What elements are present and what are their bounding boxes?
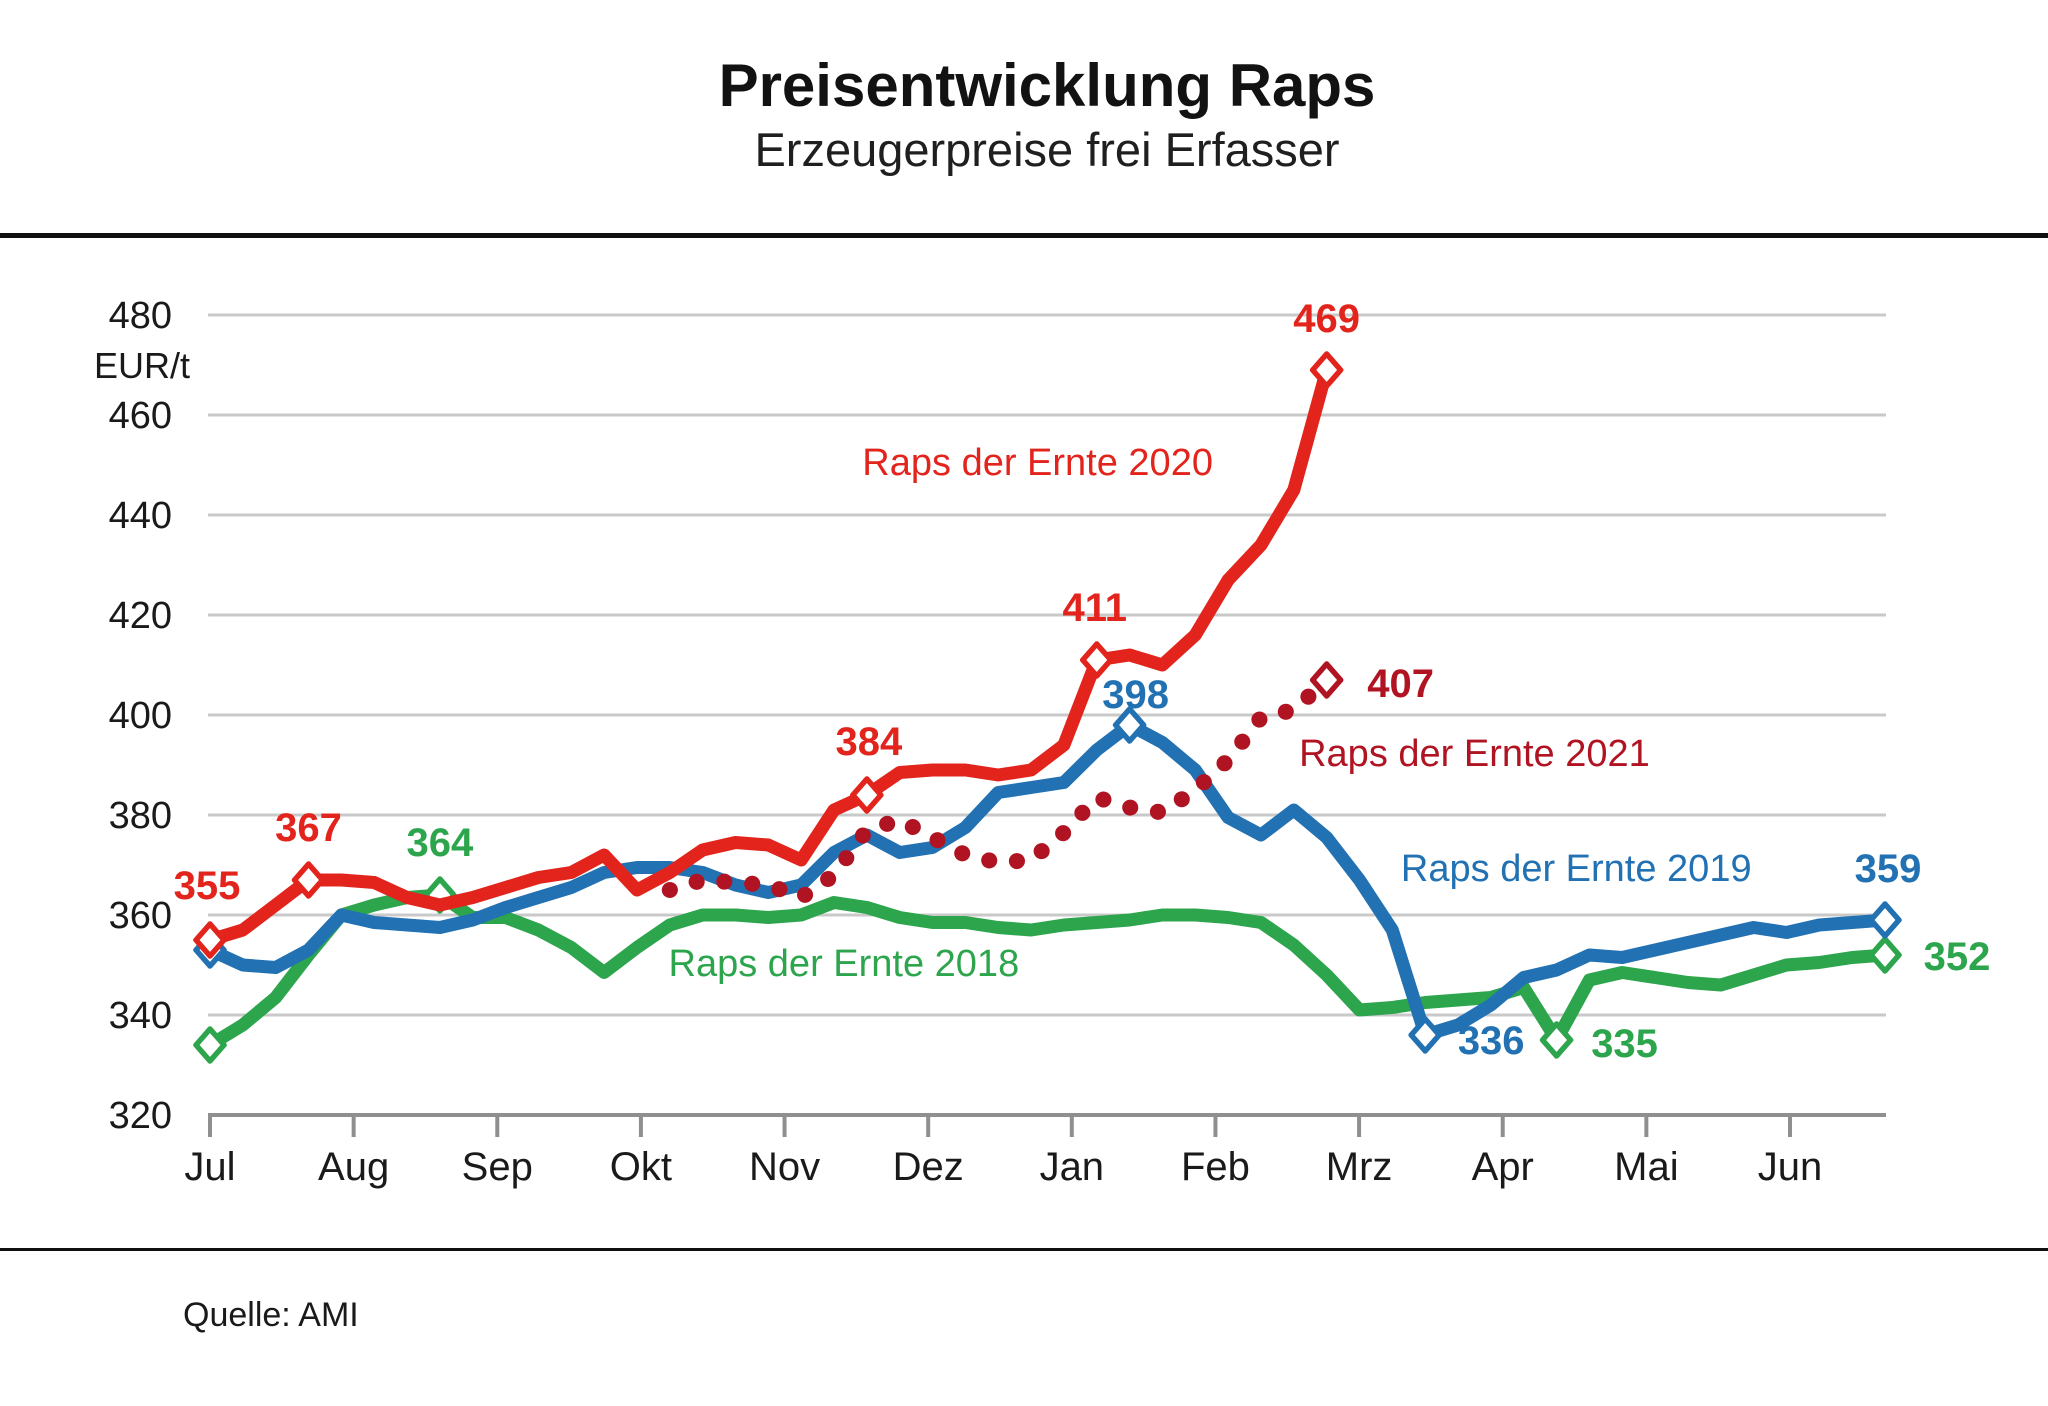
- series-label-ernte2021: Raps der Ernte 2021: [1299, 733, 1650, 775]
- value-label: 398: [1102, 673, 1169, 717]
- month-label: Jun: [1758, 1145, 1823, 1189]
- series-lines: [193, 351, 1902, 1064]
- value-label: 352: [1924, 935, 1991, 979]
- value-label: 355: [174, 864, 241, 908]
- y-tick-label: 400: [109, 695, 172, 737]
- month-label: Dez: [893, 1145, 964, 1189]
- series-marker-ernte2020: [1309, 351, 1344, 389]
- y-tick-label: 420: [109, 595, 172, 637]
- gridlines: [208, 313, 1886, 1017]
- series-marker-ernte2019: [1112, 706, 1147, 744]
- series-marker-ernte2020: [193, 921, 227, 959]
- y-axis-labels: 320 340 360 380 400 420 440 460 480 EUR/t: [94, 295, 190, 1137]
- series-marker-ernte2020: [1080, 641, 1114, 679]
- series-marker-ernte2018: [1539, 1021, 1574, 1059]
- series-line-ernte2020: [203, 363, 1334, 947]
- series-marker-ernte2021: [1309, 661, 1344, 699]
- series-label-ernte2019: Raps der Ernte 2019: [1401, 848, 1752, 890]
- value-label: 407: [1367, 662, 1434, 706]
- value-label: 335: [1591, 1022, 1658, 1066]
- series-line-ernte2019: [203, 718, 1892, 1042]
- month-label: Apr: [1472, 1145, 1534, 1189]
- x-axis: [208, 1113, 1886, 1137]
- value-label: 359: [1855, 847, 1922, 891]
- month-label: Mrz: [1326, 1145, 1393, 1189]
- y-tick-label: 360: [109, 895, 172, 937]
- bottom-divider: [0, 1248, 2048, 1251]
- value-label: 367: [275, 806, 342, 850]
- month-label: Jul: [184, 1145, 235, 1189]
- y-tick-label: 380: [109, 795, 172, 837]
- value-label: 384: [835, 720, 902, 764]
- series-line-ernte2021: [661, 672, 1335, 906]
- series-label-ernte2020: Raps der Ernte 2020: [862, 442, 1213, 484]
- series-label-ernte2018: Raps der Ernte 2018: [669, 943, 1020, 985]
- value-label: 469: [1293, 297, 1360, 341]
- page-subtitle: Erzeugerpreise frei Erfasser: [754, 123, 1340, 176]
- value-label: 364: [407, 821, 474, 865]
- value-label: 336: [1458, 1019, 1525, 1063]
- month-label: Okt: [610, 1145, 672, 1189]
- month-label: Mai: [1614, 1145, 1678, 1189]
- series-marker-ernte2019: [1868, 901, 1902, 939]
- y-tick-label: 320: [109, 1095, 172, 1137]
- y-tick-label: 340: [109, 995, 172, 1037]
- series-marker-ernte2019: [1408, 1016, 1442, 1054]
- source-note: Quelle: AMI: [183, 1296, 359, 1334]
- value-label: 411: [1062, 586, 1127, 630]
- y-tick-label: 480: [109, 295, 172, 337]
- month-label: Aug: [318, 1145, 389, 1189]
- y-tick-label: 460: [109, 395, 172, 437]
- month-label: Feb: [1181, 1145, 1250, 1189]
- top-divider: [0, 233, 2048, 238]
- page-title: Preisentwicklung Raps: [718, 52, 1376, 119]
- series-marker-ernte2020: [850, 776, 884, 814]
- y-tick-label: 440: [109, 495, 172, 537]
- month-label: Sep: [462, 1145, 533, 1189]
- series-marker-ernte2018: [1868, 936, 1902, 974]
- series-marker-ernte2018: [193, 1026, 227, 1064]
- y-axis-unit-label: EUR/t: [94, 345, 190, 386]
- month-label: Jan: [1040, 1145, 1105, 1189]
- month-label: Nov: [749, 1145, 820, 1189]
- series-marker-ernte2020: [291, 861, 326, 899]
- x-axis-labels: Jul Aug Sep Okt Nov Dez Jan Feb Mrz Apr Mai Jun: [184, 1145, 1822, 1189]
